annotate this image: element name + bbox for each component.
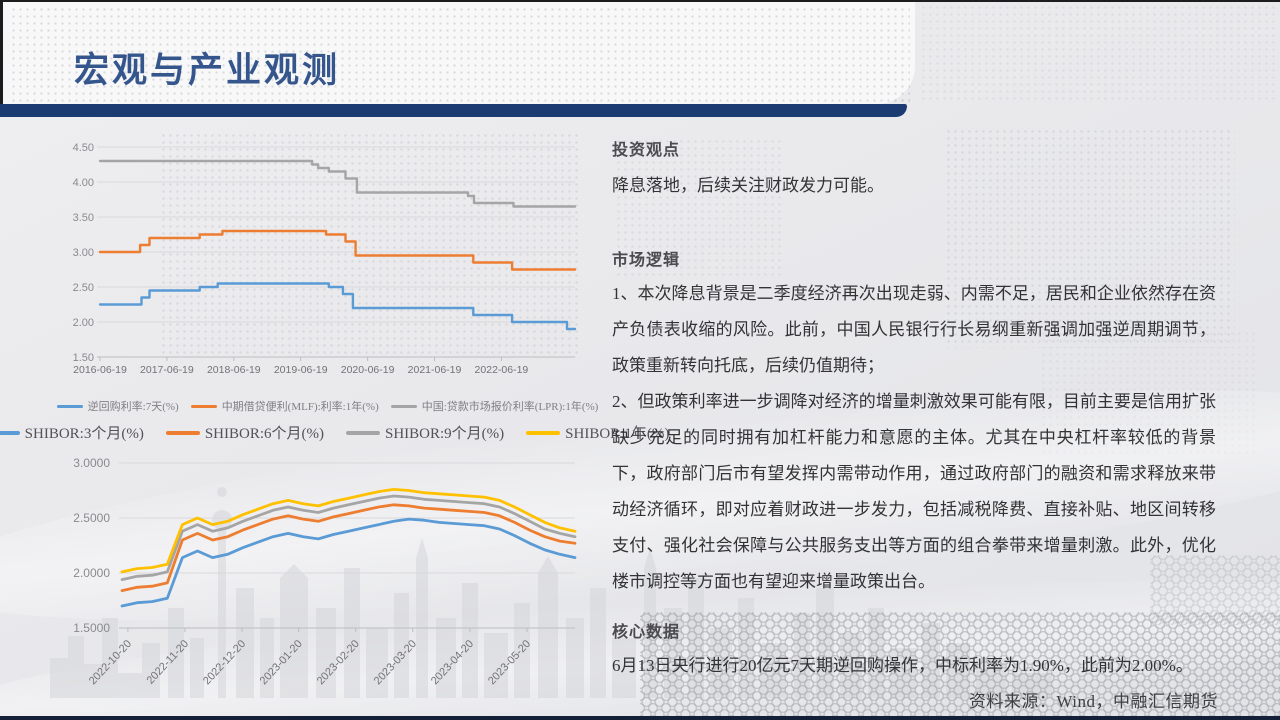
- legend-marker: [390, 404, 417, 408]
- market-logic-paragraph-2: 2、但政策利率进一步调降对经济的增量刺激效果可能有限，目前主要是信用扩张缺少充足…: [612, 392, 1216, 591]
- legend-label: 逆回购利率:7天(%): [87, 401, 179, 413]
- svg-text:2022-12-20: 2022-12-20: [201, 638, 248, 687]
- header-accent-bar: [0, 104, 907, 117]
- investment-view-heading: 投资观点: [612, 142, 681, 159]
- svg-text:3.00: 3.00: [73, 247, 94, 259]
- legend-item: SHIBOR:9个月(%): [346, 422, 504, 443]
- svg-text:1.50: 1.50: [73, 352, 94, 364]
- svg-text:2023-02-20: 2023-02-20: [315, 638, 362, 687]
- svg-text:2022-10-20: 2022-10-20: [87, 638, 134, 687]
- shibor-chart-legend: SHIBOR:3个月(%) SHIBOR:6个月(%) SHIBOR:9个月(%…: [0, 422, 669, 443]
- left-edge-line: [0, 0, 3, 104]
- page-title: 宏观与产业观测: [74, 51, 341, 90]
- legend-item: 中国:贷款市场报价利率(LPR):1年(%): [390, 398, 599, 414]
- svg-text:2023-03-20: 2023-03-20: [372, 638, 419, 687]
- svg-text:2016-06-19: 2016-06-19: [73, 364, 127, 376]
- svg-text:2023-05-20: 2023-05-20: [486, 638, 533, 687]
- dot-pattern: [920, 4, 1276, 102]
- legend-item: SHIBOR:1年(%): [526, 422, 669, 443]
- legend-marker: [56, 404, 83, 408]
- legend-label: 中期借贷便利(MLF):利率:1年(%): [221, 401, 379, 413]
- legend-label: SHIBOR:6个月(%): [204, 426, 324, 442]
- analysis-panel: 投资观点 降息落地，后续关注财政发力可能。 市场逻辑 1、本次降息背景是二季度经…: [612, 136, 1216, 684]
- legend-marker: [0, 430, 20, 435]
- svg-text:4.00: 4.00: [73, 177, 94, 189]
- market-logic-heading: 市场逻辑: [612, 252, 681, 269]
- svg-text:2.5000: 2.5000: [73, 511, 110, 525]
- legend-item: SHIBOR:3个月(%): [0, 422, 144, 443]
- legend-marker: [165, 430, 200, 435]
- svg-text:4.50: 4.50: [73, 142, 94, 154]
- svg-text:2.00: 2.00: [73, 317, 94, 329]
- legend-label: 中国:贷款市场报价利率(LPR):1年(%): [421, 401, 599, 413]
- bottom-edge-line: [0, 716, 1280, 720]
- svg-text:1.5000: 1.5000: [73, 621, 110, 635]
- core-data-body: 6月13日央行进行20亿元7天期逆回购操作，中标利率为1.90%，此前为2.00…: [612, 656, 1193, 675]
- legend-item: 中期借贷便利(MLF):利率:1年(%): [190, 398, 379, 414]
- source-note: 资料来源：Wind，中融汇信期货: [968, 692, 1218, 711]
- legend-label: SHIBOR:1年(%): [565, 426, 670, 442]
- svg-text:2023-01-20: 2023-01-20: [258, 638, 305, 687]
- svg-text:2021-06-19: 2021-06-19: [408, 364, 462, 376]
- svg-text:2018-06-19: 2018-06-19: [207, 364, 261, 376]
- svg-text:2020-06-19: 2020-06-19: [341, 364, 395, 376]
- core-data-heading: 核心数据: [612, 624, 681, 641]
- svg-text:2017-06-19: 2017-06-19: [140, 364, 194, 376]
- legend-marker: [526, 430, 561, 435]
- svg-text:2022-11-20: 2022-11-20: [145, 638, 192, 687]
- policy-rate-chart: 1.50 2.00 2.50 3.00 3.50 4.00 4.50 2016-06-19 20…: [73, 142, 577, 376]
- legend-label: SHIBOR:3个月(%): [24, 426, 144, 442]
- svg-text:2.50: 2.50: [73, 282, 94, 294]
- svg-text:3.50: 3.50: [73, 212, 94, 224]
- svg-text:2022-06-19: 2022-06-19: [475, 364, 529, 376]
- svg-text:2023-04-20: 2023-04-20: [429, 638, 476, 687]
- market-logic-paragraph-1: 1、本次降息背景是二季度经济再次出现走弱、内需不足，居民和企业依然存在资产负债表…: [612, 284, 1216, 375]
- legend-item: SHIBOR:6个月(%): [165, 422, 324, 443]
- top-edge-line: [0, 0, 1280, 2]
- svg-text:2019-06-19: 2019-06-19: [274, 364, 328, 376]
- legend-item: 逆回购利率:7天(%): [56, 398, 179, 414]
- legend-label: SHIBOR:9个月(%): [385, 426, 505, 442]
- svg-text:2.0000: 2.0000: [73, 566, 110, 580]
- legend-marker: [190, 404, 217, 408]
- policy-chart-legend: 逆回购利率:7天(%) 中期借贷便利(MLF):利率:1年(%) 中国:贷款市场…: [55, 398, 600, 414]
- legend-marker: [346, 430, 380, 435]
- svg-text:3.0000: 3.0000: [73, 456, 110, 470]
- investment-view-body: 降息落地，后续关注财政发力可能。: [612, 176, 884, 195]
